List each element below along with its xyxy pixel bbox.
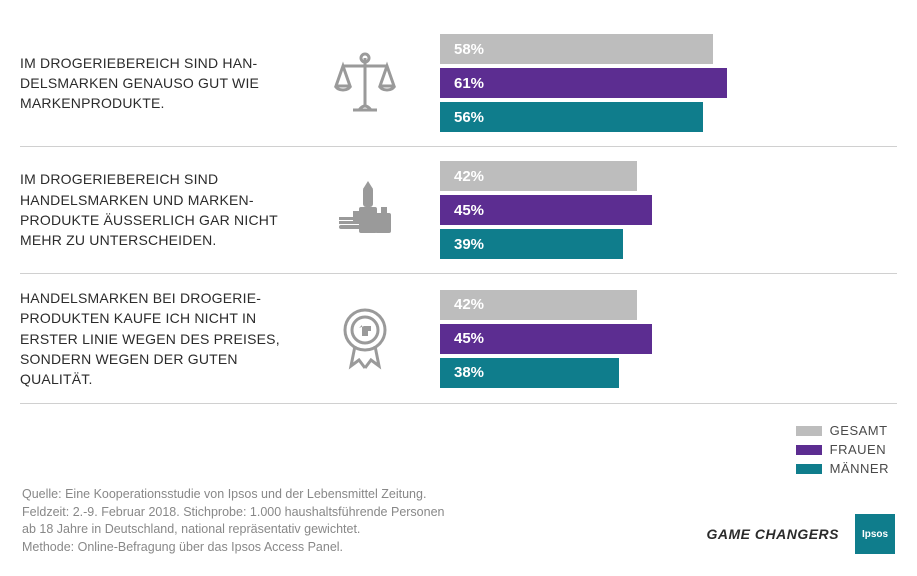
legend-label: FRAUEN [830, 442, 886, 457]
footer-brand: GAME CHANGERS Ipsos [706, 514, 895, 554]
chart-row: IM DROGERIEBEREICH SIND HANDELSMARKEN UN… [20, 147, 897, 274]
legend-swatch [796, 445, 822, 455]
legend-swatch [796, 426, 822, 436]
source-line: Methode: Online-Befragung über das Ipsos… [22, 539, 542, 557]
bar-frauen: 45% [440, 195, 652, 225]
chart-row: IM DROGERIEBEREICH SIND HAN-DELSMARKEN G… [20, 20, 897, 147]
bar-gesamt: 42% [440, 161, 637, 191]
bar-group: 42% 45% 38% [410, 290, 880, 388]
scale-icon [320, 50, 410, 116]
products-icon [320, 177, 410, 243]
bar-group: 58% 61% 56% [410, 34, 880, 132]
legend-label: MÄNNER [830, 461, 889, 476]
bar-maenner: 39% [440, 229, 623, 259]
chart-area: IM DROGERIEBEREICH SIND HAN-DELSMARKEN G… [0, 0, 917, 404]
statement-text: IM DROGERIEBEREICH SIND HANDELSMARKEN UN… [20, 169, 320, 250]
source-line: ab 18 Jahre in Deutschland, national rep… [22, 521, 542, 539]
ipsos-logo: Ipsos [855, 514, 895, 554]
bar-frauen: 61% [440, 68, 727, 98]
bar-gesamt: 58% [440, 34, 713, 64]
legend-item: MÄNNER [796, 461, 889, 476]
chart-row: HANDELSMARKEN BEI DROGERIE-PRODUKTEN KAU… [20, 274, 897, 404]
bar-frauen: 45% [440, 324, 652, 354]
source-line: Quelle: Eine Kooperationsstudie von Ipso… [22, 486, 542, 504]
legend-label: GESAMT [830, 423, 888, 438]
legend-item: GESAMT [796, 423, 889, 438]
statement-text: IM DROGERIEBEREICH SIND HAN-DELSMARKEN G… [20, 53, 320, 114]
bar-group: 42% 45% 39% [410, 161, 880, 259]
bar-maenner: 56% [440, 102, 703, 132]
game-changers-text: GAME CHANGERS [706, 526, 839, 542]
statement-text: HANDELSMARKEN BEI DROGERIE-PRODUKTEN KAU… [20, 288, 320, 389]
badge-icon [320, 302, 410, 376]
source-line: Feldzeit: 2.-9. Februar 2018. Stichprobe… [22, 504, 542, 522]
legend: GESAMT FRAUEN MÄNNER [796, 423, 889, 476]
bar-maenner: 38% [440, 358, 619, 388]
bar-gesamt: 42% [440, 290, 637, 320]
source-text: Quelle: Eine Kooperationsstudie von Ipso… [22, 486, 542, 556]
legend-swatch [796, 464, 822, 474]
legend-item: FRAUEN [796, 442, 889, 457]
